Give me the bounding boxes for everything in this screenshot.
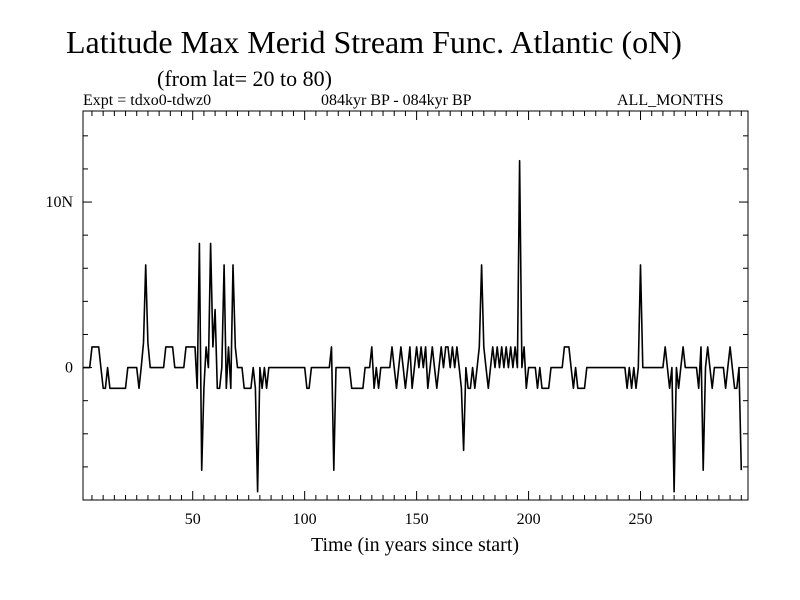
x-tick-label: 200	[517, 511, 541, 528]
chart-title: Latitude Max Merid Stream Func. Atlantic…	[66, 24, 682, 60]
experiment-label: Expt = tdxo0-tdwz0	[83, 92, 212, 109]
chart-subtitle: (from lat= 20 to 80)	[157, 66, 332, 91]
y-tick-label: 0	[65, 360, 73, 377]
x-tick-label: 250	[629, 511, 653, 528]
series-line	[83, 159, 743, 493]
plot-frame	[82, 110, 749, 501]
x-tick-label: 50	[185, 511, 201, 528]
x-axis-label: Time (in years since start)	[311, 534, 519, 556]
x-tick-label: 100	[293, 511, 317, 528]
period-label: 084kyr BP - 084kyr BP	[321, 92, 472, 109]
months-label: ALL_MONTHS	[617, 92, 724, 109]
y-tick-label: 10N	[45, 194, 73, 211]
axis-ticks: 50 100 150 200 250 0 10N	[45, 111, 748, 528]
x-tick-label: 150	[405, 511, 429, 528]
